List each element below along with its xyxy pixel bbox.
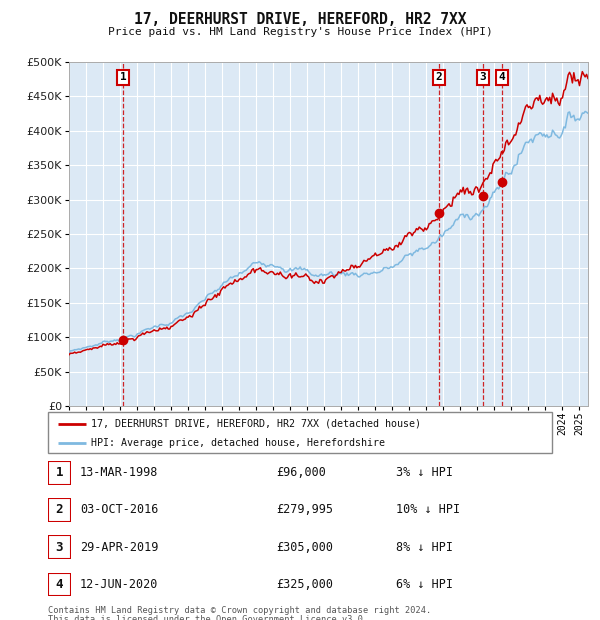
Text: 03-OCT-2016: 03-OCT-2016	[80, 503, 158, 516]
Text: 10% ↓ HPI: 10% ↓ HPI	[396, 503, 460, 516]
Text: £279,995: £279,995	[276, 503, 333, 516]
Text: 29-APR-2019: 29-APR-2019	[80, 541, 158, 554]
Text: 4: 4	[499, 73, 505, 82]
Text: £305,000: £305,000	[276, 541, 333, 554]
Text: This data is licensed under the Open Government Licence v3.0.: This data is licensed under the Open Gov…	[48, 615, 368, 620]
Text: 3: 3	[56, 541, 63, 554]
Text: 1: 1	[56, 466, 63, 479]
Text: 12-JUN-2020: 12-JUN-2020	[80, 578, 158, 591]
Text: Price paid vs. HM Land Registry's House Price Index (HPI): Price paid vs. HM Land Registry's House …	[107, 27, 493, 37]
Text: 3: 3	[479, 73, 487, 82]
Text: 1: 1	[120, 73, 127, 82]
Text: 3% ↓ HPI: 3% ↓ HPI	[396, 466, 453, 479]
Text: 4: 4	[56, 578, 63, 591]
Text: HPI: Average price, detached house, Herefordshire: HPI: Average price, detached house, Here…	[91, 438, 385, 448]
Text: 2: 2	[56, 503, 63, 516]
Text: £96,000: £96,000	[276, 466, 326, 479]
Text: 6% ↓ HPI: 6% ↓ HPI	[396, 578, 453, 591]
Text: 2: 2	[436, 73, 442, 82]
Text: 13-MAR-1998: 13-MAR-1998	[80, 466, 158, 479]
Text: 17, DEERHURST DRIVE, HEREFORD, HR2 7XX (detached house): 17, DEERHURST DRIVE, HEREFORD, HR2 7XX (…	[91, 418, 421, 428]
Text: 8% ↓ HPI: 8% ↓ HPI	[396, 541, 453, 554]
Text: £325,000: £325,000	[276, 578, 333, 591]
Text: 17, DEERHURST DRIVE, HEREFORD, HR2 7XX: 17, DEERHURST DRIVE, HEREFORD, HR2 7XX	[134, 12, 466, 27]
Text: Contains HM Land Registry data © Crown copyright and database right 2024.: Contains HM Land Registry data © Crown c…	[48, 606, 431, 616]
